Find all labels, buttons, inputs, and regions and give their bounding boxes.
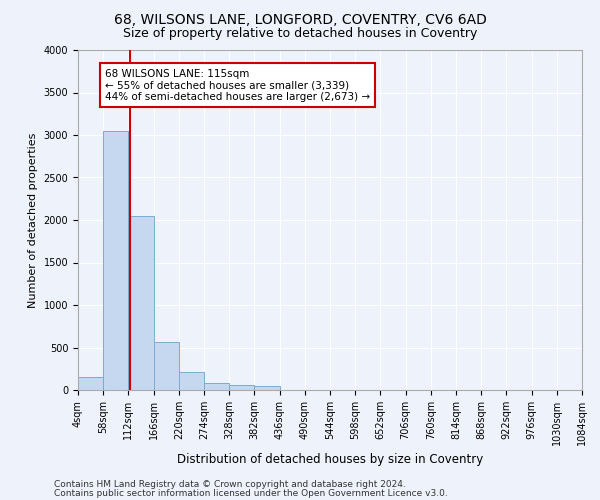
Text: Contains HM Land Registry data © Crown copyright and database right 2024.: Contains HM Land Registry data © Crown c… bbox=[54, 480, 406, 489]
Bar bbox=[179, 372, 204, 390]
Text: 68, WILSONS LANE, LONGFORD, COVENTRY, CV6 6AD: 68, WILSONS LANE, LONGFORD, COVENTRY, CV… bbox=[113, 12, 487, 26]
Bar bbox=[254, 386, 280, 390]
Bar bbox=[78, 378, 103, 390]
Text: Contains public sector information licensed under the Open Government Licence v3: Contains public sector information licen… bbox=[54, 488, 448, 498]
Bar bbox=[229, 386, 254, 390]
Bar bbox=[128, 216, 154, 390]
Bar bbox=[103, 130, 128, 390]
Text: Size of property relative to detached houses in Coventry: Size of property relative to detached ho… bbox=[123, 28, 477, 40]
Bar bbox=[204, 383, 229, 390]
Text: 68 WILSONS LANE: 115sqm
← 55% of detached houses are smaller (3,339)
44% of semi: 68 WILSONS LANE: 115sqm ← 55% of detache… bbox=[105, 68, 370, 102]
Y-axis label: Number of detached properties: Number of detached properties bbox=[28, 132, 38, 308]
Bar bbox=[154, 342, 179, 390]
X-axis label: Distribution of detached houses by size in Coventry: Distribution of detached houses by size … bbox=[177, 454, 483, 466]
